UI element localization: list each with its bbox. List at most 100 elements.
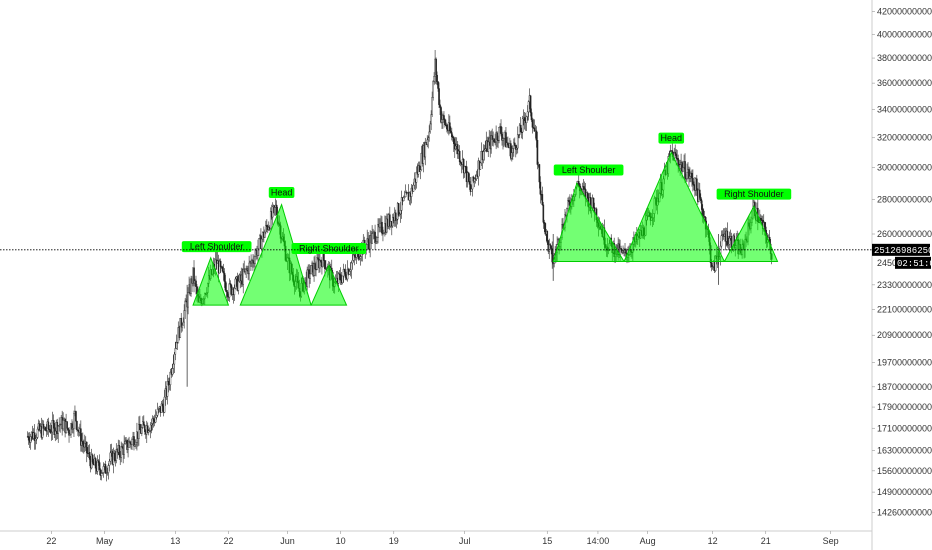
candle	[167, 377, 170, 393]
candle	[341, 275, 344, 285]
candle	[438, 82, 440, 109]
candle-body	[523, 117, 526, 121]
candle-body	[403, 196, 406, 198]
candle-body	[398, 213, 401, 215]
candle	[222, 263, 225, 281]
candle	[501, 126, 503, 146]
y-tick-label: 3000000000000	[877, 163, 932, 173]
candle	[394, 209, 397, 227]
pattern-triangle[interactable]	[239, 203, 312, 306]
pattern-triangle[interactable]	[723, 205, 779, 263]
candle-body	[83, 442, 86, 448]
y-tick-label: 1490000000000	[877, 487, 932, 497]
head-and-shoulders-2[interactable]: Left Shoulder Head Right Shoulder	[552, 132, 792, 263]
candle	[688, 166, 690, 187]
pattern-triangle[interactable]	[552, 182, 625, 263]
candle-body	[449, 122, 451, 132]
candle	[264, 229, 266, 238]
candle	[193, 260, 195, 293]
candle	[225, 282, 228, 299]
pattern-label[interactable]: Left Shoulder	[181, 241, 252, 253]
candle	[67, 427, 69, 434]
candle-body	[316, 257, 318, 270]
candle	[120, 441, 122, 463]
candle	[171, 363, 174, 377]
candle	[58, 417, 61, 432]
candle	[113, 449, 116, 463]
pattern-label[interactable]: Right Shoulder	[291, 243, 367, 255]
candle-body	[726, 230, 729, 246]
pattern-label[interactable]: Left Shoulder	[553, 164, 624, 176]
candle-body	[166, 381, 169, 397]
candle-body	[374, 231, 376, 244]
y-tick-label: 2800000000000	[877, 195, 932, 205]
candle-body	[496, 132, 498, 141]
candle-body	[410, 187, 413, 197]
candle-body	[53, 423, 56, 435]
candle-body	[541, 194, 544, 206]
candle-body	[454, 145, 457, 150]
pattern-triangle[interactable]	[192, 256, 230, 306]
candle	[533, 119, 536, 132]
candle	[400, 190, 403, 219]
candle	[703, 210, 706, 221]
x-axis[interactable]: 22 May 13 22 Jun 10 19 Jul 15 14:00 Aug 12 21 Sep	[0, 530, 872, 546]
candle	[66, 421, 68, 431]
candle-body	[264, 231, 266, 238]
candle	[339, 267, 342, 285]
candle	[35, 433, 38, 445]
candle-body	[228, 283, 231, 298]
candle	[376, 236, 378, 245]
candle-body	[689, 176, 691, 179]
pattern-triangle[interactable]	[310, 264, 348, 306]
candle-body	[337, 273, 340, 284]
pattern-triangle[interactable]	[623, 151, 726, 263]
candle	[531, 117, 534, 134]
pattern-label[interactable]: Right Shoulder	[716, 188, 792, 200]
candle	[157, 407, 160, 414]
candle-body	[139, 423, 141, 431]
pattern-label-text: Head	[271, 187, 293, 197]
candle-body	[29, 436, 32, 443]
pattern-label[interactable]: Head	[268, 186, 295, 198]
y-axis[interactable]: 4200000000000 4000000000000 3800000000000 3…	[871, 0, 932, 550]
candle	[228, 278, 231, 302]
candle-body	[258, 238, 260, 249]
candle	[224, 274, 227, 292]
head-and-shoulders-1[interactable]: Left Shoulder Head Right Shoulder	[181, 186, 367, 306]
candle	[381, 216, 383, 236]
candle-body	[59, 424, 61, 426]
candle	[424, 137, 427, 166]
candle	[94, 456, 97, 475]
candle	[265, 220, 267, 235]
candle	[314, 255, 316, 277]
candle	[44, 426, 47, 431]
candle	[248, 255, 250, 281]
candle-body	[700, 200, 703, 210]
candle	[75, 410, 77, 430]
candle-body	[677, 158, 679, 165]
candle-body	[350, 262, 353, 271]
candle	[343, 268, 346, 275]
candle-body	[394, 212, 397, 221]
candle-body	[550, 245, 553, 249]
candle-body	[101, 472, 104, 474]
y-tick-label: 1426000000000	[877, 507, 932, 517]
candle	[377, 218, 379, 244]
candle	[104, 460, 107, 474]
candle	[435, 57, 437, 85]
pattern-label[interactable]: Head	[658, 132, 685, 144]
candle-body	[498, 127, 500, 141]
candle-body	[696, 178, 698, 191]
candle	[185, 294, 187, 303]
candle-body	[567, 200, 569, 209]
candle-body	[185, 300, 187, 303]
candle	[143, 415, 145, 426]
candle	[551, 241, 553, 269]
candle-body	[530, 112, 533, 121]
candle-body	[193, 267, 195, 284]
candle	[443, 111, 445, 123]
candle-body	[85, 441, 88, 454]
candle-body	[27, 436, 30, 441]
